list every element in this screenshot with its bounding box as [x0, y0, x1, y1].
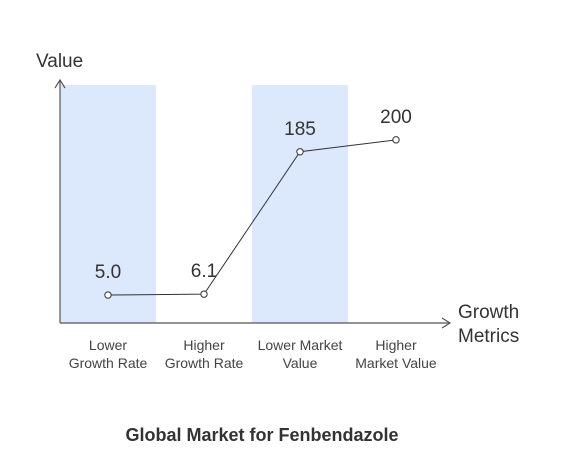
x-tick-label-0: Lower Growth Rate — [69, 337, 148, 371]
data-point-2 — [296, 148, 304, 156]
x-axis-label: Growth Metrics — [458, 302, 525, 347]
y-axis-label: Value — [36, 51, 83, 72]
highlight-band-2 — [252, 85, 348, 323]
x-axis-label-line-1: Growth — [458, 302, 519, 323]
y-axis-arrow — [54, 78, 66, 89]
data-point-1 — [200, 290, 208, 298]
x-tick-label-2-line-1: Value — [283, 355, 318, 371]
chart-title: Global Market for Fenbendazole — [125, 425, 398, 445]
x-tick-label-1-line-0: Higher — [183, 337, 225, 353]
x-tick-label-0-line-1: Growth Rate — [69, 355, 148, 371]
x-tick-label-3-line-0: Higher — [375, 337, 417, 353]
x-tick-label-3-line-1: Market Value — [355, 355, 437, 371]
series-line — [107, 139, 397, 296]
x-tick-label-3: Higher Market Value — [355, 337, 437, 371]
data-label-0: 5.0 — [95, 262, 121, 283]
x-axis-arrow — [441, 317, 452, 329]
highlight-band-0 — [60, 85, 156, 323]
x-axis-label-line-2: Metrics — [458, 326, 519, 347]
x-tick-label-2: Lower Market Value — [258, 337, 343, 371]
x-tick-label-1-line-1: Growth Rate — [165, 355, 244, 371]
x-tick-labels: Lower Growth Rate Higher Growth Rate Lower M… — [69, 337, 437, 371]
x-tick-label-0-line-0: Lower — [89, 337, 127, 353]
highlight-bands — [60, 85, 348, 323]
data-point-3 — [392, 136, 400, 144]
data-label-1: 6.1 — [191, 261, 217, 282]
x-tick-label-1: Higher Growth Rate — [165, 337, 244, 371]
data-label-3: 200 — [380, 107, 412, 128]
series: 5.0 6.1 185 200 — [95, 107, 412, 299]
data-point-0 — [104, 291, 112, 299]
axes — [54, 78, 452, 329]
x-tick-label-2-line-0: Lower Market — [258, 337, 343, 353]
data-label-2: 185 — [284, 119, 316, 140]
